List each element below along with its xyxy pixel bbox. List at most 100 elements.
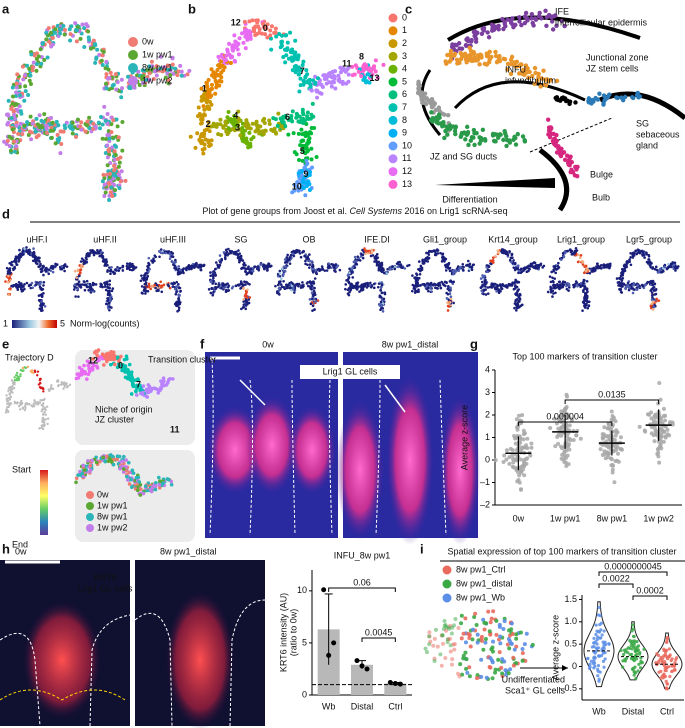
cell-point — [308, 266, 311, 269]
cell-point — [82, 363, 86, 368]
cell-point — [107, 171, 112, 176]
cell-point — [627, 288, 631, 292]
cell-point — [310, 291, 314, 294]
cell-point — [436, 252, 440, 255]
cell-point — [20, 132, 25, 137]
cell-point — [111, 462, 116, 467]
cell-point — [453, 124, 459, 129]
cell-point — [241, 40, 246, 45]
cell-point — [106, 289, 110, 293]
cell-point — [510, 252, 514, 256]
cell-point — [160, 290, 164, 294]
cell-point — [57, 380, 60, 383]
cell-point — [418, 268, 421, 272]
cell-point — [104, 86, 109, 91]
cell-point — [102, 104, 107, 109]
cell-point — [502, 19, 507, 25]
cell-point — [141, 74, 146, 79]
cell-point — [199, 121, 204, 126]
cell-point — [100, 179, 105, 184]
cell-point — [528, 267, 531, 271]
cell-point — [504, 252, 508, 256]
cluster-label: 13 — [369, 73, 379, 83]
legend-label: 1w pw1 — [142, 49, 173, 59]
cell-point — [207, 288, 211, 291]
cell-point — [42, 390, 45, 393]
cell-point — [62, 32, 67, 37]
cell-point — [45, 130, 50, 135]
cell-point — [40, 309, 43, 312]
cell-point — [62, 123, 67, 128]
cell-point — [308, 170, 313, 175]
cell-point — [517, 15, 522, 20]
panel-letter: a — [2, 1, 10, 16]
cell-point — [307, 173, 312, 178]
cell-point — [445, 296, 449, 300]
cell-point — [658, 268, 661, 272]
cell-point — [307, 182, 312, 187]
cell-point — [461, 263, 465, 266]
cell-point — [347, 281, 351, 285]
cell-point — [296, 131, 301, 136]
cell-point — [175, 290, 178, 294]
cell-point — [436, 112, 442, 117]
annotation: JZ stem cells — [586, 63, 639, 73]
annotation: IFE — [555, 6, 569, 16]
cell-point — [529, 11, 535, 17]
cell-point — [600, 267, 603, 270]
cell-point — [58, 151, 63, 156]
cell-point — [195, 131, 200, 136]
cell-point — [455, 61, 460, 66]
cell-point — [78, 264, 82, 267]
cell-point — [89, 291, 93, 294]
cell-point — [36, 370, 40, 373]
cell-point — [546, 79, 551, 84]
cell-point — [213, 91, 218, 96]
cell-point — [245, 299, 248, 302]
cell-point — [79, 369, 84, 374]
cell-point — [106, 181, 111, 186]
cell-point — [512, 287, 516, 291]
cell-point — [566, 282, 569, 285]
cell-point — [12, 386, 16, 390]
color-bar — [40, 470, 48, 535]
cell-point — [236, 254, 240, 258]
cell-point — [107, 136, 112, 141]
cell-point — [241, 132, 246, 137]
cell-point — [527, 69, 532, 75]
cell-point — [32, 403, 35, 407]
group-label: IFE.DI — [364, 234, 390, 244]
cluster-label: 7 — [136, 379, 141, 389]
cell-point — [88, 282, 92, 286]
cell-point — [301, 138, 306, 143]
cell-point — [445, 52, 450, 58]
cell-point — [73, 21, 78, 26]
cell-point — [100, 283, 103, 287]
cell-point — [254, 31, 259, 36]
cell-point — [538, 84, 543, 89]
cell-point — [134, 389, 138, 393]
cell-point — [39, 262, 42, 266]
cell-point — [560, 95, 566, 100]
cell-point — [212, 279, 215, 283]
cell-point — [101, 49, 106, 54]
cell-point — [97, 126, 102, 131]
cell-point — [77, 365, 82, 370]
cell-point — [532, 16, 538, 21]
cell-point — [240, 126, 245, 131]
cell-point — [313, 277, 317, 280]
cell-point — [441, 252, 445, 256]
annotation: sebaceous — [636, 129, 680, 139]
cell-point — [34, 56, 39, 61]
cell-point — [214, 261, 218, 264]
cell-point — [567, 162, 572, 168]
cell-point — [80, 257, 84, 260]
cell-point — [653, 267, 657, 271]
cell-point — [42, 273, 45, 277]
cell-point — [444, 269, 448, 272]
cell-point — [178, 63, 183, 68]
cell-point — [63, 27, 68, 32]
cell-point — [436, 287, 439, 290]
cell-point — [486, 286, 490, 289]
cell-point — [100, 254, 104, 258]
